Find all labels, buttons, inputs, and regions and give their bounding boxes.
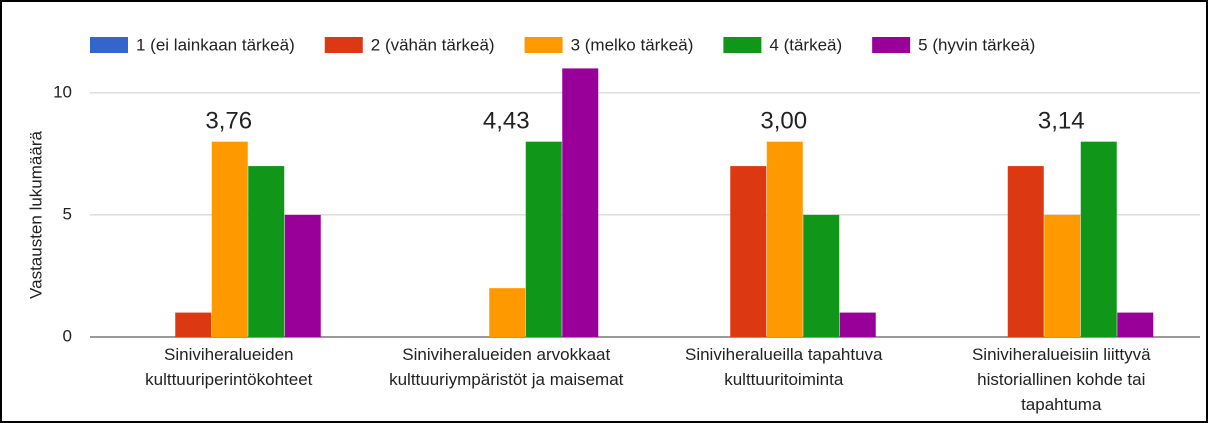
annotation: 3,14 — [1038, 107, 1085, 134]
bar — [1007, 166, 1044, 337]
bar — [284, 214, 321, 337]
x-tick-label: Siniviheralueiden kulttuuriperintökohteet — [145, 345, 313, 389]
legend-swatch — [90, 37, 128, 53]
legend-swatch — [872, 37, 911, 53]
legend-swatch — [524, 37, 563, 53]
legend-swatch — [723, 37, 762, 53]
legend-label: 2 (vähän tärkeä) — [371, 35, 495, 54]
bar — [175, 312, 212, 337]
bar — [1080, 141, 1117, 337]
bar — [248, 166, 285, 337]
bar — [211, 141, 248, 337]
annotation: 3,00 — [760, 107, 807, 134]
annotation: 4,43 — [483, 107, 530, 134]
bar — [766, 141, 803, 337]
bar — [489, 288, 526, 337]
bar — [803, 214, 840, 337]
y-tick-label: 0 — [63, 326, 72, 345]
x-tick-label: Siniviheralueisiin liittyvä historialline… — [972, 345, 1151, 414]
legend-label: 3 (melko tärkeä) — [571, 35, 694, 54]
bar — [562, 68, 599, 338]
x-tick-label: Siniviheralueiden arvokkaat kulttuuriympä… — [389, 345, 624, 389]
bar — [1044, 214, 1081, 337]
x-tick-label: Siniviheralueilla tapahtuva kulttuuritoim… — [685, 345, 883, 389]
y-axis-label: Vastausten lukumäärä — [26, 131, 45, 299]
bar — [1117, 312, 1154, 337]
y-tick-label: 10 — [53, 82, 72, 101]
legend-label: 5 (hyvin tärkeä) — [918, 35, 1035, 54]
legend-swatch — [324, 37, 363, 53]
legend-label: 1 (ei lainkaan tärkeä) — [136, 35, 295, 54]
annotation: 3,76 — [205, 107, 252, 134]
bar — [730, 166, 767, 337]
legend-label: 4 (tärkeä) — [769, 35, 842, 54]
bar — [839, 312, 876, 337]
bar — [525, 141, 562, 337]
y-tick-label: 5 — [63, 204, 72, 223]
